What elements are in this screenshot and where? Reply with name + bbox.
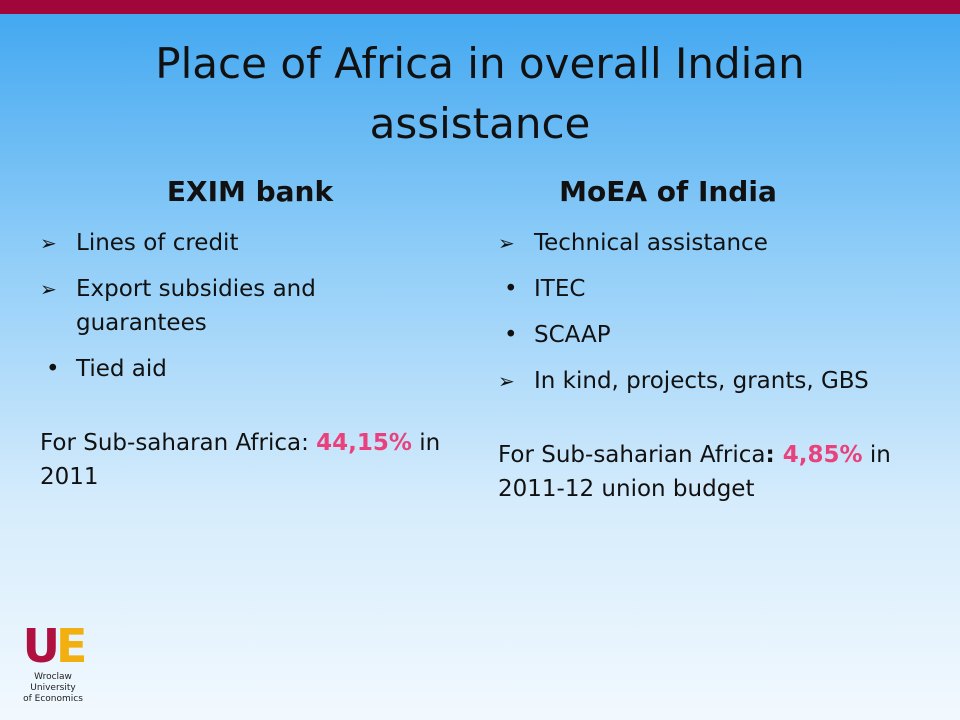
logo-text: Wroclaw <box>34 672 72 682</box>
title: Place of Africa in overall Indian assist… <box>155 39 805 148</box>
list-item: Technical assistance <box>498 226 918 260</box>
column: EXIM bank Lines of credit Export subsidi… <box>40 175 460 494</box>
column-heading: MoEA of India <box>559 175 777 208</box>
list-item: Export subsidies and guarantees <box>40 272 366 340</box>
column-heading: EXIM bank <box>166 175 334 208</box>
list-item: In kind, projects, grants, GBS <box>498 364 918 398</box>
column: MoEA of India Technical assistance ITEC … <box>498 175 918 506</box>
logo-letter: U <box>22 619 60 673</box>
note-text: For Sub-saharan Africa: <box>40 430 317 456</box>
list: Lines of credit Export subsidies and gua… <box>40 226 460 386</box>
note-text: : <box>765 442 783 468</box>
logo-mark: UE <box>18 620 88 672</box>
note-highlight: 4,85% <box>782 442 863 468</box>
logo-text: University <box>30 683 76 693</box>
list-item: SCAAP <box>498 318 918 352</box>
logo: UE Wroclaw University of Economics <box>18 620 88 705</box>
note: For Sub-saharian Africa: 4,85% in 2011-1… <box>498 438 918 506</box>
note-text: in 2011 <box>40 430 441 490</box>
top-bar <box>0 0 960 14</box>
list-item: Lines of credit <box>40 226 460 260</box>
note-highlight: 44,15% <box>316 430 412 456</box>
note-text: For Sub-saharian Africa <box>498 442 766 468</box>
logo-text: of Economics <box>23 694 83 704</box>
note: For Sub-saharan Africa: 44,15% in 2011 <box>40 426 450 494</box>
list-item: ITEC <box>498 272 918 306</box>
list: Technical assistance ITEC SCAAP In kind,… <box>498 226 918 398</box>
logo-letter: E <box>55 619 88 673</box>
list-item: Tied aid <box>40 352 460 386</box>
note-text: in 2011-12 union budget <box>498 442 891 502</box>
